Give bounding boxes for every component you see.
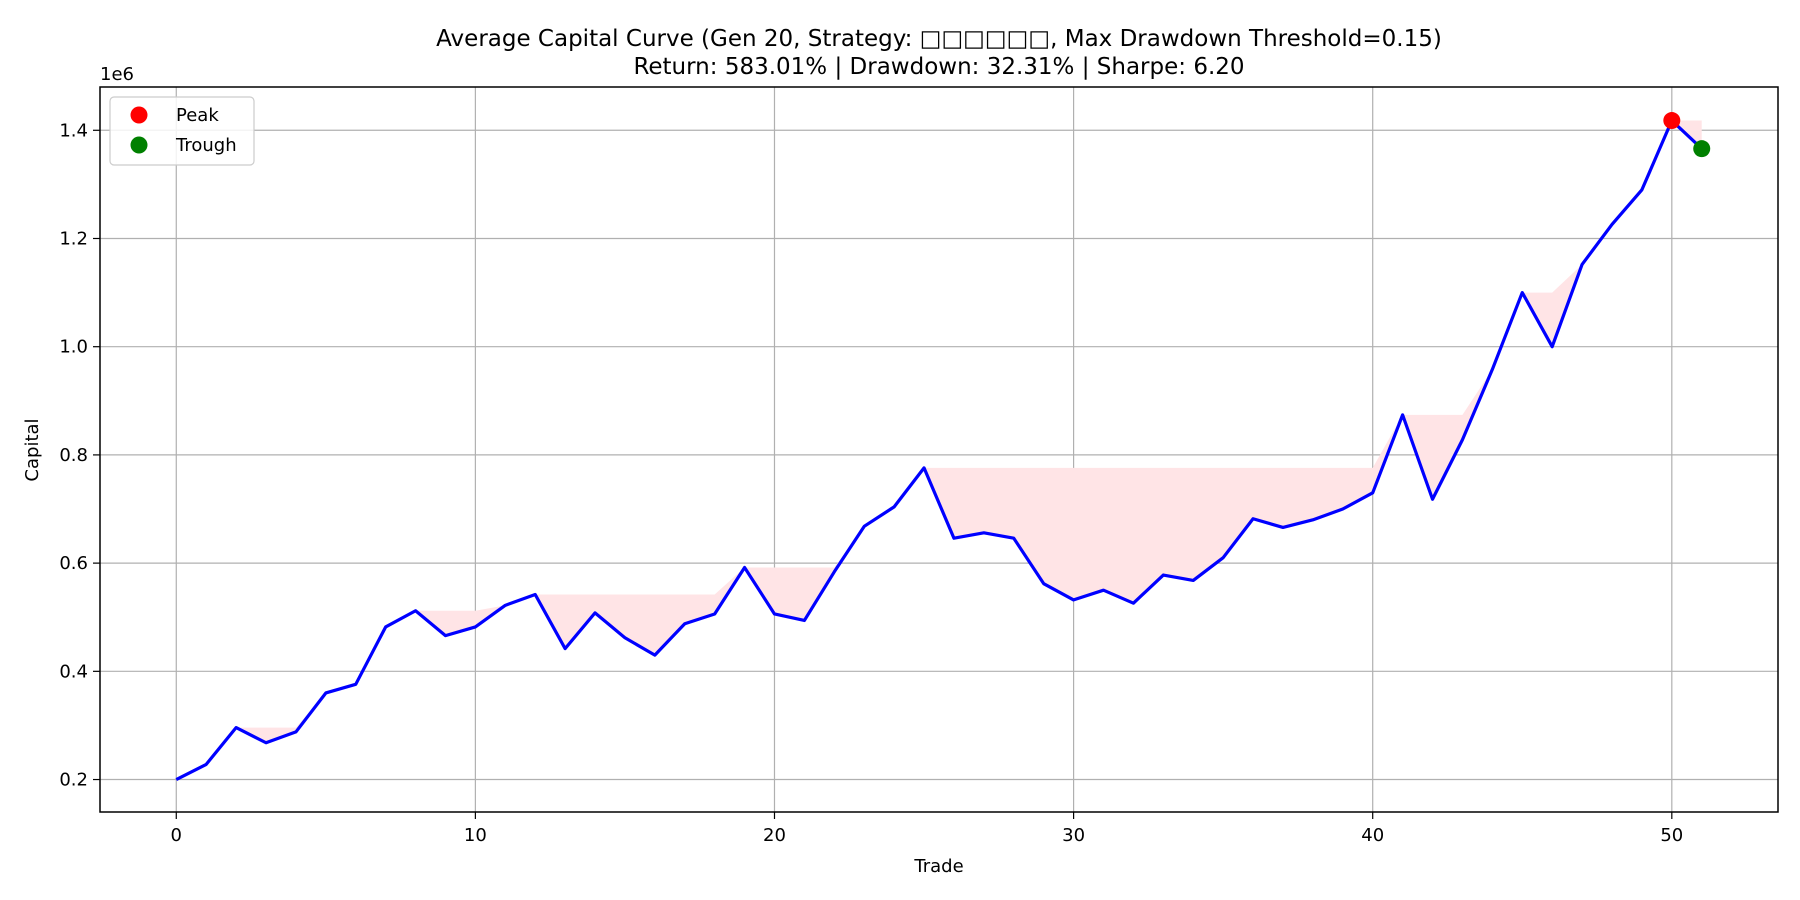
y-tick-label: 0.4 xyxy=(59,661,88,682)
peak-trough-markers xyxy=(1663,112,1711,158)
x-tick-label: 0 xyxy=(171,825,182,846)
x-axis-label: Trade xyxy=(913,856,963,877)
series-lines xyxy=(175,118,1703,781)
drawdown-area xyxy=(176,120,1702,780)
x-axis-ticks: 0 10 20 30 40 50 xyxy=(171,812,1683,846)
chart-title: Average Capital Curve (Gen 20, Strategy:… xyxy=(436,26,1442,52)
trough-marker xyxy=(1693,140,1711,158)
y-axis-label: Capital xyxy=(22,418,43,481)
y-offset-label: 1e6 xyxy=(100,64,134,85)
y-tick-label: 1.4 xyxy=(59,120,88,141)
trough-legend-marker xyxy=(130,136,148,154)
chart-subtitle: Return: 583.01% | Drawdown: 32.31% | Sha… xyxy=(633,54,1244,80)
peak-legend-marker xyxy=(130,106,148,124)
y-tick-label: 1.0 xyxy=(59,337,88,358)
y-axis-ticks: 0.2 0.4 0.6 0.8 1.0 1.2 1.4 xyxy=(59,120,100,791)
legend: Peak Trough xyxy=(109,96,255,166)
y-tick-label: 0.8 xyxy=(59,445,88,466)
trough-legend-label: Trough xyxy=(175,135,237,156)
x-tick-label: 10 xyxy=(464,825,487,846)
peak-marker xyxy=(1663,112,1681,130)
drawdown-fill xyxy=(176,120,1702,780)
y-tick-label: 0.6 xyxy=(59,553,88,574)
y-tick-label: 1.2 xyxy=(59,228,88,249)
grid-lines xyxy=(100,87,1778,812)
peak-legend-label: Peak xyxy=(176,105,219,126)
x-tick-label: 50 xyxy=(1660,825,1683,846)
y-tick-label: 0.2 xyxy=(59,770,88,791)
plot-frame xyxy=(99,86,1779,813)
capital-series-line xyxy=(175,118,1703,781)
x-tick-label: 40 xyxy=(1361,825,1384,846)
x-tick-label: 20 xyxy=(763,825,786,846)
x-tick-label: 30 xyxy=(1062,825,1085,846)
